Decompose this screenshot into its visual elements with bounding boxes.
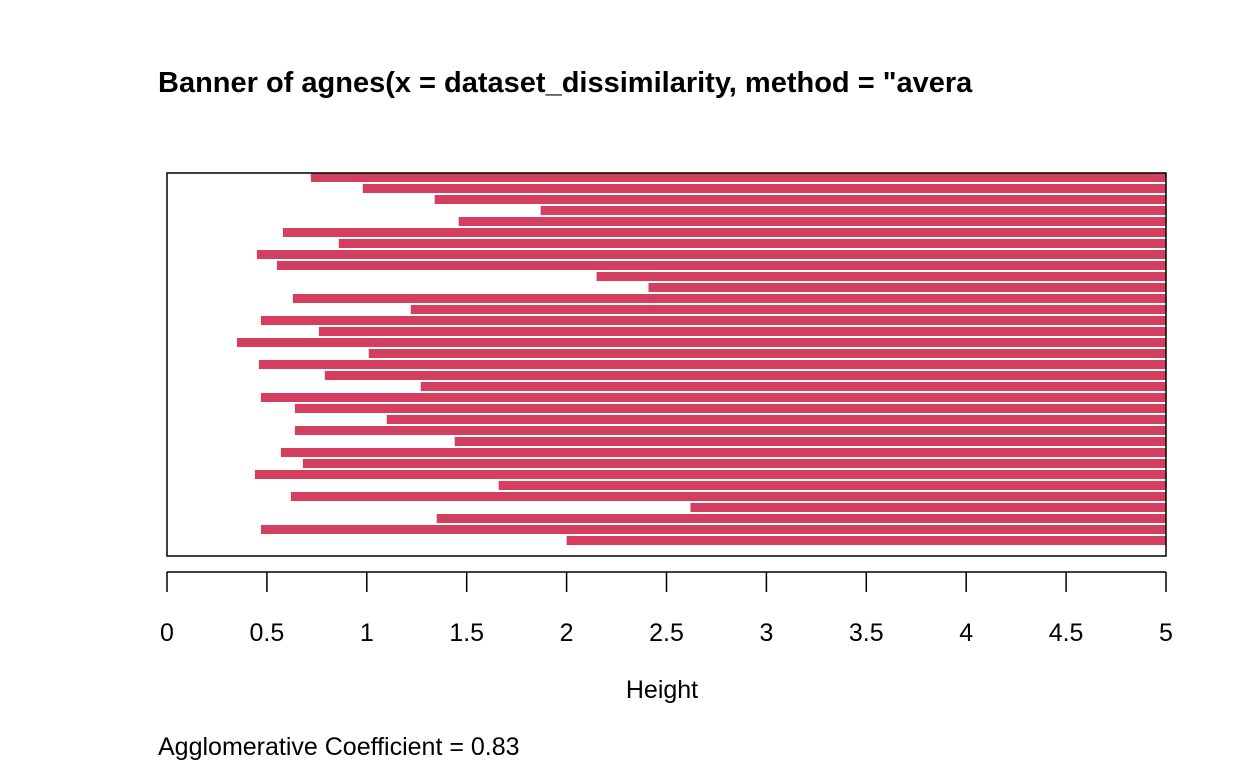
banner-bars [236,172,1167,546]
x-tick-label: 1.5 [449,619,484,647]
banner-bar [338,238,1167,249]
x-tick-label: 0 [160,619,174,647]
banner-bar [410,304,1166,315]
banner-bar [690,502,1166,513]
banner-bar [498,480,1166,491]
x-tick-label: 5 [1159,619,1173,647]
banner-bar [294,403,1166,414]
banner-bar [258,359,1166,370]
x-tick-label: 4 [959,619,973,647]
banner-bar [420,381,1166,392]
banner-bar [276,260,1166,271]
banner-bar [458,216,1167,227]
banner-bar [648,282,1166,293]
banner-bar [260,392,1166,403]
banner-bar [302,458,1166,469]
banner-bar [454,436,1167,447]
banner-bar [256,249,1166,260]
banner-bar [436,513,1167,524]
x-axis-label: Height [626,676,698,704]
banner-bar [292,293,1166,304]
banner-bar [236,337,1166,348]
banner-bar [310,172,1166,183]
banner-bar [290,491,1166,502]
banner-bar [596,271,1166,282]
banner-bar [540,205,1166,216]
x-tick-label: 1 [360,619,374,647]
x-tick-label: 2.5 [649,619,684,647]
banner-bar [282,227,1166,238]
banner-bar [566,535,1166,546]
banner-bar [254,469,1166,480]
agglomerative-coefficient: Agglomerative Coefficient = 0.83 [158,733,520,761]
banner-bar [260,315,1166,326]
banner-bar [324,370,1167,381]
chart-title: Banner of agnes(x = dataset_dissimilarit… [158,67,973,99]
banner-bar [368,348,1166,359]
banner-bar [318,326,1167,337]
banner-bar [260,524,1166,535]
x-tick-label: 3 [759,619,773,647]
banner-bar [386,414,1166,425]
x-tick-label: 2 [560,619,574,647]
x-axis: 0 0.5 1 1.5 2 2.5 3 3.5 4 4.5 5 [160,571,1173,647]
x-tick-label: 0.5 [250,619,285,647]
banner-bar [280,447,1166,458]
banner-bar [294,425,1166,436]
x-tick-label: 4.5 [1049,619,1084,647]
plot-frame [166,172,1167,557]
banner-bar [362,183,1166,194]
x-tick-label: 3.5 [849,619,884,647]
banner-bar [434,194,1167,205]
